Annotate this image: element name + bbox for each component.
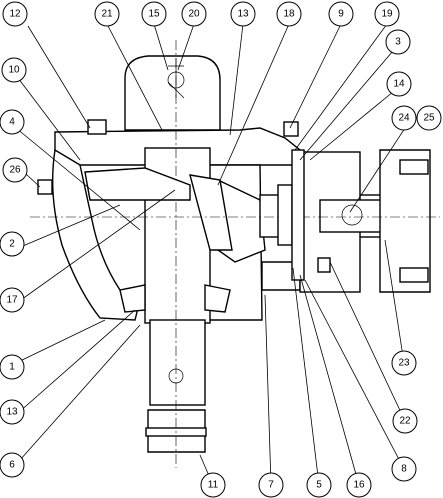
balloon-label: 17 — [6, 295, 18, 306]
balloon-label: 22 — [399, 416, 411, 427]
balloon-label: 7 — [268, 480, 274, 491]
balloon-label: 12 — [9, 9, 21, 20]
balloon-13-top: 13 — [230, 1, 256, 27]
balloon-label: 24 — [398, 113, 410, 124]
balloon-23: 23 — [391, 350, 417, 376]
bevel-gear-pair — [84, 167, 233, 313]
balloon-3: 3 — [385, 29, 411, 55]
balloon-label: 3 — [395, 37, 401, 48]
balloon-13-bottom: 13 — [0, 399, 25, 425]
balloon-label: 20 — [188, 9, 200, 20]
balloon-label: 21 — [101, 9, 113, 20]
balloon-label: 14 — [393, 79, 405, 90]
balloon-label: 2 — [9, 239, 15, 250]
balloon-label: 26 — [9, 165, 21, 176]
balloon-24: 24 — [391, 105, 417, 131]
balloon-12: 12 — [2, 1, 28, 27]
balloon-21: 21 — [94, 1, 120, 27]
balloon-16: 16 — [346, 472, 372, 498]
balloon-label: 4 — [9, 117, 15, 128]
balloon-label: 18 — [283, 9, 295, 20]
balloon-label: 19 — [381, 9, 393, 20]
balloon-11: 11 — [200, 472, 226, 498]
balloon-label: 1 — [9, 362, 15, 373]
balloon-17: 17 — [0, 287, 25, 313]
balloon-22: 22 — [392, 408, 418, 434]
balloon-7: 7 — [258, 472, 284, 498]
balloon-label: 11 — [208, 480, 219, 491]
balloon-9: 9 — [328, 1, 354, 27]
balloon-20: 20 — [181, 1, 207, 27]
balloon-19: 19 — [374, 1, 400, 27]
balloon-label: 9 — [338, 9, 344, 20]
balloon-label: 16 — [353, 480, 365, 491]
balloon-label: 8 — [401, 464, 407, 475]
balloon-14: 14 — [386, 71, 412, 97]
leader-lines — [15, 23, 408, 486]
balloon-label: 13 — [6, 407, 18, 418]
balloon-label: 5 — [316, 480, 322, 491]
balloon-2: 2 — [0, 231, 25, 257]
balloon-label: 25 — [423, 113, 435, 124]
fasteners — [37, 58, 331, 273]
balloon-10: 10 — [1, 57, 27, 83]
balloon-label: 15 — [148, 9, 160, 20]
balloon-25: 25 — [416, 105, 442, 131]
balloon-label: 23 — [398, 358, 410, 369]
balloon-18: 18 — [276, 1, 302, 27]
balloon-26: 26 — [2, 157, 28, 183]
balloon-5: 5 — [306, 472, 332, 498]
balloon-label: 6 — [9, 460, 15, 471]
balloon-label: 13 — [237, 9, 249, 20]
balloon-1: 1 — [0, 354, 25, 380]
balloon-15: 15 — [141, 1, 167, 27]
balloon-label: 10 — [8, 65, 20, 76]
balloon-6: 6 — [0, 452, 25, 478]
balloon-8: 8 — [391, 456, 417, 482]
horizontal-shaft — [30, 149, 440, 293]
balloon-4: 4 — [0, 109, 25, 135]
